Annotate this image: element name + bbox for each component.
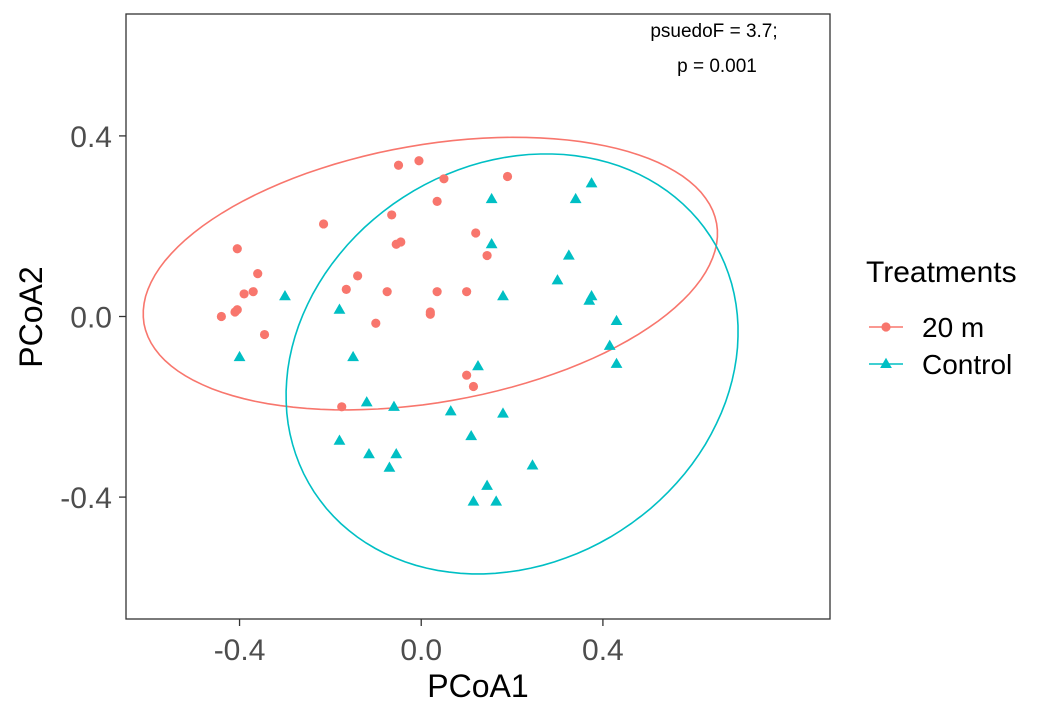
data-point-control	[610, 314, 623, 326]
data-point-20-m	[318, 219, 329, 229]
data-point-control	[585, 177, 598, 188]
data-point-20-m	[462, 370, 472, 380]
data-point-20-m	[439, 174, 449, 184]
data-point-control	[551, 274, 564, 285]
y-axis-title: PCoA2	[13, 266, 49, 367]
data-point-20-m	[248, 287, 258, 297]
data-point-control	[490, 495, 503, 506]
data-point-20-m	[232, 305, 242, 315]
y-tick-label: 0.0	[70, 302, 112, 335]
data-point-20-m	[232, 244, 242, 254]
data-point-control	[585, 289, 598, 301]
legend-label-control: Control	[922, 349, 1012, 380]
data-point-control	[485, 192, 498, 204]
data-point-control	[233, 350, 246, 362]
data-point-control	[390, 448, 403, 459]
data-point-control	[279, 289, 291, 301]
data-point-20-m	[425, 307, 435, 317]
data-point-control	[444, 405, 457, 416]
data-point-20-m	[468, 381, 479, 392]
data-point-control	[388, 400, 400, 411]
data-point-20-m	[382, 287, 392, 297]
x-tick-label: 0.4	[582, 634, 624, 667]
data-point-control	[347, 350, 359, 362]
data-point-control	[360, 396, 373, 407]
data-point-control	[333, 303, 346, 314]
data-point-20-m	[353, 271, 363, 281]
data-point-20-m	[259, 329, 270, 340]
point-layer	[216, 156, 623, 506]
x-tick-label: 0.0	[400, 634, 442, 667]
data-point-control	[465, 429, 478, 441]
data-point-control	[610, 357, 623, 368]
stat-annotation-line-1: psuedoF = 3.7;	[650, 21, 777, 42]
data-point-20-m	[341, 284, 351, 295]
data-point-control	[333, 434, 346, 445]
legend-marker-20-m	[881, 322, 891, 332]
data-point-20-m	[337, 402, 347, 412]
x-axis-title: PCoA1	[427, 668, 528, 702]
data-point-control	[467, 495, 480, 506]
data-point-control	[485, 238, 498, 249]
data-point-control	[603, 339, 616, 350]
data-point-20-m	[396, 237, 406, 247]
legend-label-20-m: 20 m	[922, 312, 984, 343]
data-point-20-m	[482, 250, 492, 261]
data-point-control	[526, 459, 539, 470]
legend: Treatments 20 m Control	[866, 256, 1017, 380]
data-point-20-m	[432, 287, 442, 297]
data-point-control	[497, 289, 509, 301]
data-point-control	[481, 479, 493, 490]
data-point-20-m	[462, 287, 472, 297]
data-point-20-m	[414, 156, 424, 166]
x-tick-label: -0.4	[214, 634, 266, 667]
stat-annotation-line-2: p = 0.001	[677, 56, 757, 77]
data-point-control	[569, 192, 582, 204]
data-point-20-m	[471, 228, 481, 238]
data-point-20-m	[253, 269, 263, 279]
data-point-20-m	[239, 289, 249, 299]
data-point-20-m	[393, 160, 404, 170]
data-point-20-m	[216, 311, 226, 322]
ellipse-20-m	[142, 136, 719, 411]
data-point-control	[472, 359, 484, 371]
data-point-control	[383, 461, 396, 472]
legend-title: Treatments	[866, 256, 1017, 289]
legend-items: 20 m Control	[869, 312, 1012, 380]
ellipse-control	[285, 153, 739, 575]
data-point-control	[497, 407, 509, 418]
y-tick-label: 0.4	[70, 121, 112, 154]
data-point-control	[562, 249, 575, 260]
ellipse-layer	[142, 136, 739, 575]
tick-layer: -0.4 0.0 0.4 -0.4 0.0 0.4	[60, 121, 623, 667]
y-tick-label: -0.4	[60, 482, 112, 515]
plot-panel	[125, 13, 831, 620]
data-point-20-m	[432, 196, 442, 206]
data-point-20-m	[502, 171, 513, 182]
data-point-20-m	[371, 318, 381, 328]
data-point-control	[363, 448, 375, 459]
legend-marker-control	[880, 357, 892, 369]
data-point-20-m	[387, 210, 397, 220]
